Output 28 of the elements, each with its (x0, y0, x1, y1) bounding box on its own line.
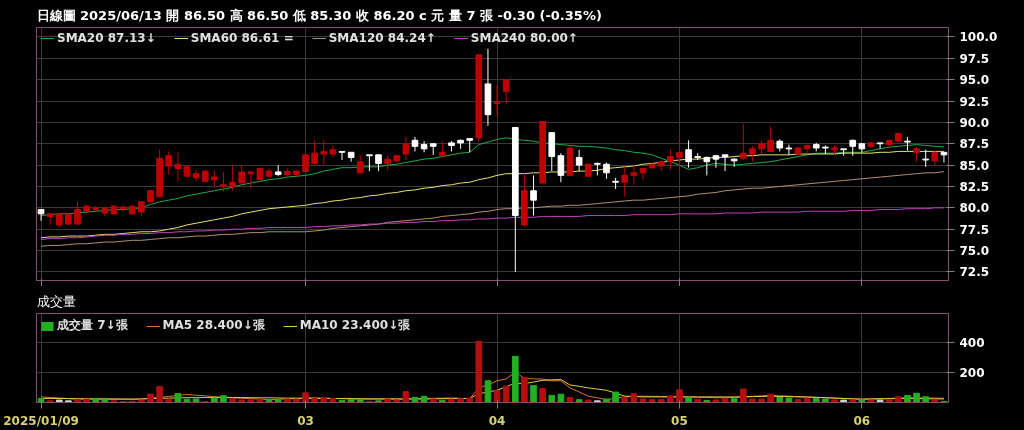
legend-label: SMA240 80.00↑ (470, 31, 578, 45)
x-tick-label: 04 (488, 413, 506, 428)
y-tick-label: 92.5 (959, 94, 990, 109)
legend-label: SMA120 84.24↑ (328, 31, 436, 45)
chart-title: 日線圖 2025/06/13 開 86.50 高 86.50 低 85.30 收 86.20 c 元 量 7 張 -0.30 (-0.35%) (36, 7, 602, 23)
x-tick-label: 05 (671, 413, 688, 428)
legend-label: SMA20 87.13↓ (57, 31, 156, 45)
y-tick-label: 200 (959, 365, 985, 380)
x-tick-label: 03 (297, 413, 314, 428)
x-tick-label: 06 (853, 413, 871, 428)
legend-label: SMA60 86.61 = (190, 31, 294, 45)
y-tick-label: 95.0 (959, 73, 990, 88)
y-tick-label: 97.5 (959, 51, 990, 66)
chart-title: 成交量 (36, 293, 76, 309)
legend-label: 成交量 7↓張 (57, 317, 128, 334)
y-tick-label: 82.5 (959, 179, 990, 194)
y-tick-label: 75.0 (959, 244, 990, 259)
y-tick-label: 87.5 (959, 137, 990, 152)
y-tick-label: 100.0 (959, 30, 998, 45)
y-tick-label: 80.0 (959, 201, 990, 216)
y-tick-label: 77.5 (959, 222, 990, 237)
legend-label: MA10 23.400↓張 (299, 317, 411, 334)
y-tick-label: 400 (959, 335, 985, 350)
y-tick-label: 90.0 (959, 115, 990, 130)
legend-label: MA5 28.400↓張 (162, 317, 265, 334)
x-tick-label: 2025/01/09 (3, 413, 79, 428)
y-tick-label: 85.0 (959, 158, 990, 173)
y-tick-label: 72.5 (959, 265, 990, 280)
